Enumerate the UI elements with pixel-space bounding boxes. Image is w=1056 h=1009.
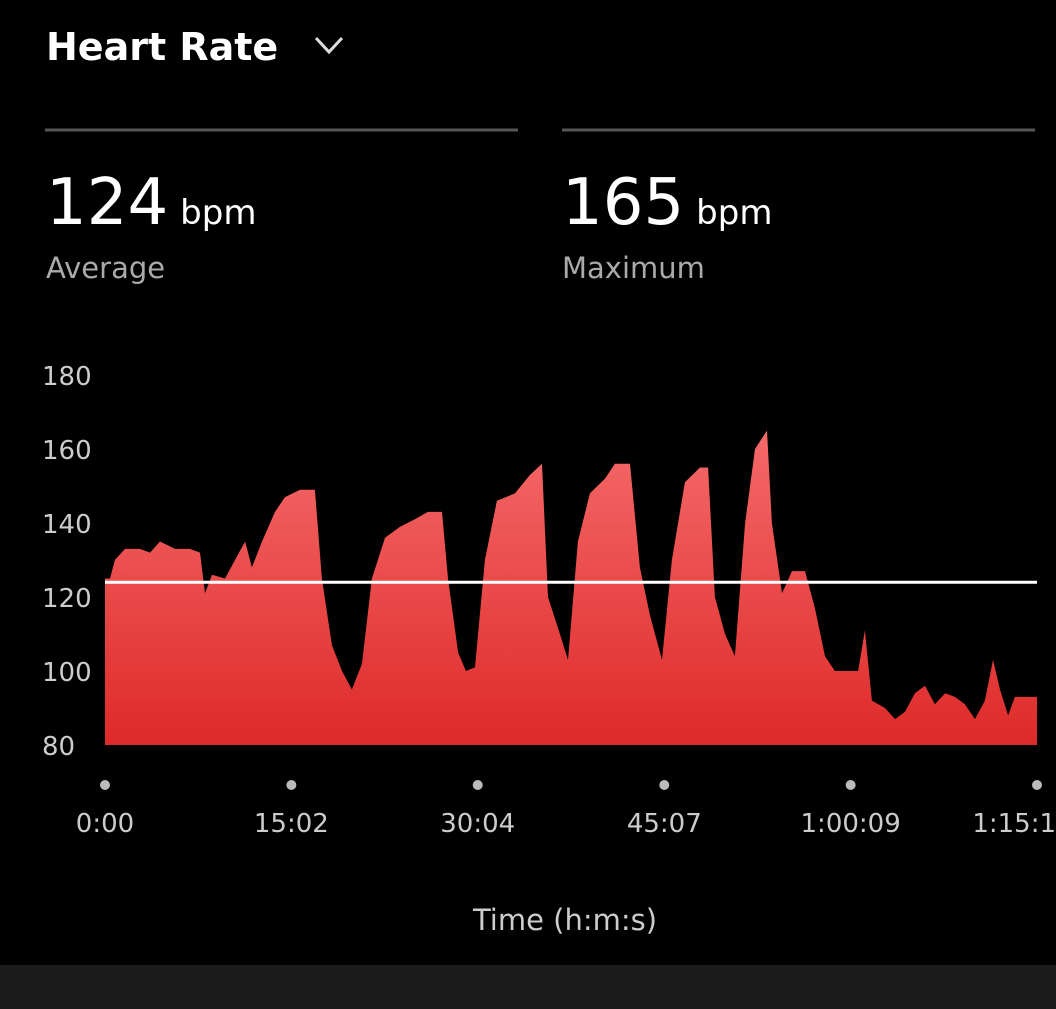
heart-rate-area [105, 430, 1037, 745]
x-tick-dot [659, 780, 670, 790]
x-tick-label: 45:07 [627, 809, 702, 839]
page-title: Heart Rate [46, 25, 278, 69]
stat-value: 165 bpm [562, 166, 772, 240]
dropdown-chevron[interactable] [314, 36, 344, 55]
y-tick-label: 160 [42, 436, 92, 466]
x-tick-label: 30:04 [440, 809, 515, 839]
x-tick-dot [1032, 780, 1042, 790]
x-tick-label: 1:00:09 [801, 809, 901, 839]
x-axis-title: Time (h:m:s) [472, 903, 657, 937]
y-tick-label: 80 [42, 732, 75, 762]
stat-unit: bpm [180, 193, 256, 233]
y-tick-label: 120 [42, 584, 92, 614]
x-tick-dot [286, 780, 297, 790]
y-tick-label: 100 [42, 658, 92, 688]
y-tick-label: 140 [42, 510, 92, 540]
x-tick-dot [100, 780, 110, 790]
x-tick-dot [845, 780, 856, 790]
stat-value: 124 bpm [46, 166, 256, 240]
x-tick-label: 1:15:1 [972, 809, 1056, 839]
x-tick-label: 15:02 [254, 809, 329, 839]
y-tick-label: 180 [42, 362, 92, 392]
x-tick-dot [472, 780, 483, 790]
stat-number: 124 [46, 166, 168, 240]
stat-unit: bpm [696, 193, 772, 233]
stat-label: Maximum [562, 251, 705, 285]
stat-number: 165 [562, 166, 684, 240]
stat-label: Average [46, 251, 165, 285]
x-tick-label: 0:00 [76, 809, 134, 839]
chart: 80 100 120 140 160 180 0:00 15:02 30:04 45:07 1:00… [42, 362, 1056, 839]
bottom-bar [0, 965, 1056, 1009]
